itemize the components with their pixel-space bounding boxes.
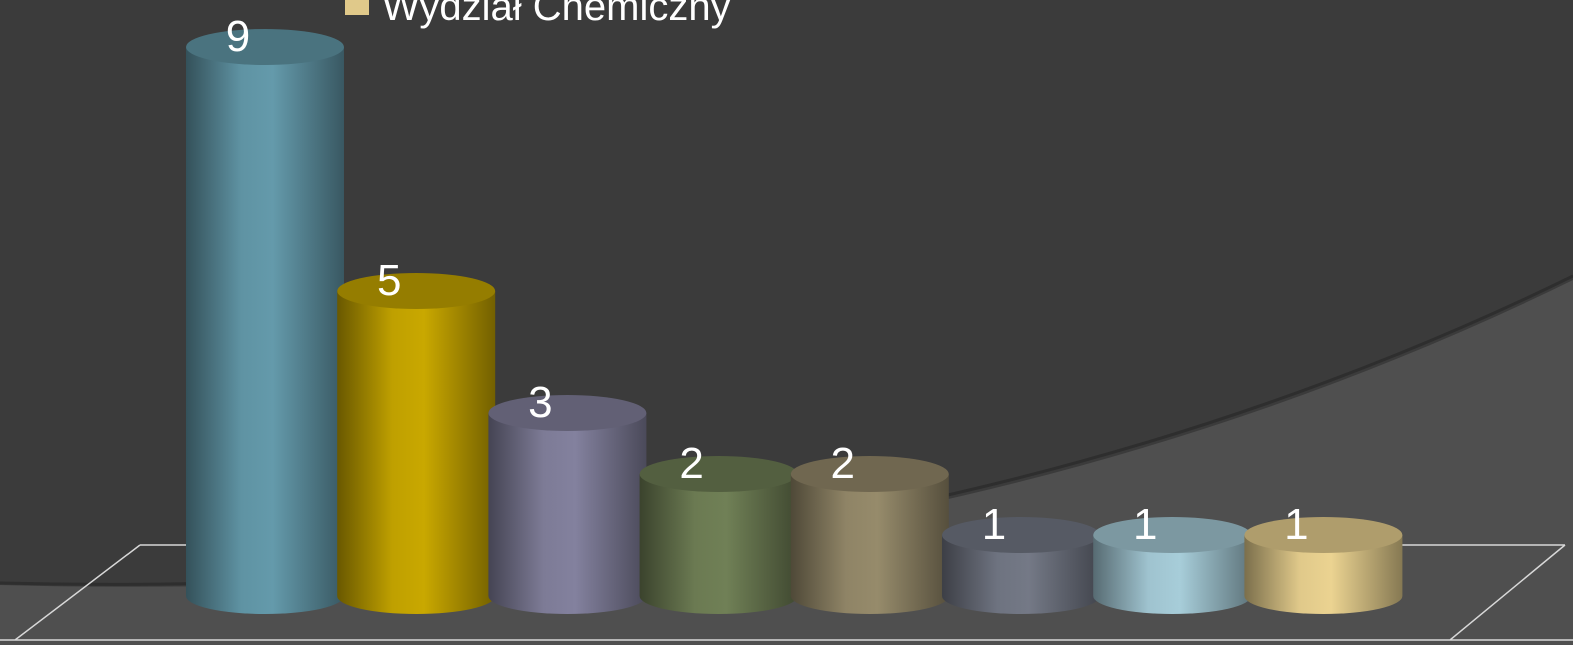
cylinder-bar (942, 535, 1100, 614)
value-label: 2 (831, 439, 855, 488)
cylinder-top (639, 456, 798, 492)
bars: 9 5 3 2 2 1 1 1 (186, 12, 1403, 614)
cylinder-bar (488, 413, 647, 614)
cylinder-bar (186, 47, 344, 614)
legend-label: Wydział Chemiczny (382, 0, 731, 29)
cylinder-top (186, 29, 344, 65)
value-label: 2 (679, 439, 703, 488)
cylinder-top (337, 273, 496, 309)
cylinder-top (1093, 517, 1252, 553)
cylinder-bar (1244, 535, 1403, 614)
legend-swatch (345, 0, 369, 15)
cylinder-top (488, 395, 647, 431)
cylinder-bar (639, 474, 798, 614)
value-label: 5 (377, 256, 401, 305)
value-label: 3 (528, 378, 552, 427)
value-label: 9 (226, 12, 250, 61)
value-label: 1 (1284, 500, 1308, 549)
cylinder-top (790, 456, 949, 492)
value-label: 1 (1133, 500, 1157, 549)
cylinder-bar (337, 291, 496, 614)
cylinder-bar (1093, 535, 1252, 614)
cylinder-bar (790, 474, 949, 614)
cylinder-top (1244, 517, 1403, 553)
cylinder-top (942, 517, 1100, 553)
value-label: 1 (982, 500, 1006, 549)
